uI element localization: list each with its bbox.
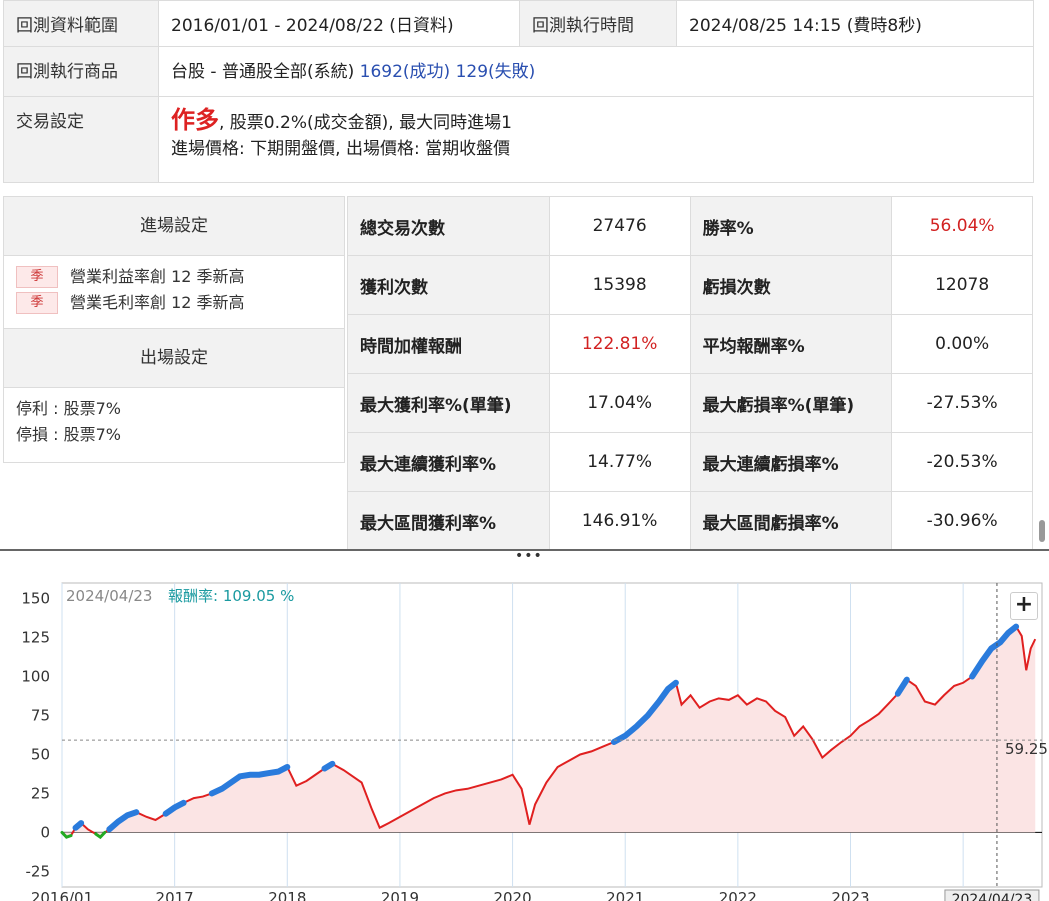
trade-settings: 作多, 股票0.2%(成交金額), 最大同時進場1 進場價格: 下期開盤價, 出… — [158, 96, 1034, 183]
stat-value: 14.77% — [548, 432, 691, 492]
stat-label: 最大區間虧損率% — [689, 491, 893, 551]
new-high-segment — [894, 676, 910, 697]
trade-prices: 進場價格: 下期開盤價, 出場價格: 當期收盤價 — [171, 139, 511, 159]
cursor-date-badge-text: 2024/04/23 — [952, 892, 1033, 901]
cursor-date-label: 2024/04/23 — [66, 587, 152, 605]
cursor-return-label: 報酬率: 109.05 % — [168, 587, 294, 605]
trade-label: 交易設定 — [3, 96, 159, 183]
product-success-count[interactable]: 1692(成功) — [359, 62, 451, 82]
stat-label: 平均報酬率% — [689, 314, 893, 374]
entry-condition-text: 營業毛利率創 12 季新高 — [70, 293, 245, 312]
x-tick-label: 2023 — [831, 889, 869, 901]
x-tick-label: 2020 — [493, 889, 531, 901]
entry-settings-title: 進場設定 — [4, 197, 344, 256]
stats-table: 總交易次數 27476 勝率% 56.04% 獲利次數 15398 虧損次數 12078 時間加… — [347, 196, 1033, 551]
stat-value: 122.81% — [548, 314, 691, 374]
panel-divider[interactable] — [0, 549, 1049, 551]
backtest-info-table: 回測資料範圍 2016/01/01 - 2024/08/22 (日資料) 回測執… — [3, 0, 1034, 183]
entry-conditions: 季 營業利益率創 12 季新高 季 營業毛利率創 12 季新高 — [4, 256, 344, 329]
exit-conditions: 停利 : 股票7% 停損 : 股票7% — [4, 388, 344, 462]
new-high-segment — [610, 679, 679, 746]
new-high-segment — [969, 623, 1020, 680]
x-tick-label: 2016/01 — [31, 889, 93, 901]
entry-condition-text: 營業利益率創 12 季新高 — [70, 267, 245, 286]
stat-value: 12078 — [891, 255, 1033, 315]
exit-settings-title: 出場設定 — [4, 329, 344, 388]
equity-area-fill — [62, 626, 1036, 838]
product-label: 回測執行商品 — [3, 46, 159, 97]
zoom-in-button[interactable]: + — [1010, 592, 1038, 620]
stat-value: 27476 — [548, 196, 691, 256]
stat-label: 最大虧損率%(單筆) — [689, 373, 893, 433]
stats-row: 最大區間獲利率% 146.91% 最大區間虧損率% -30.96% — [347, 491, 1033, 551]
y-tick-label: 100 — [21, 668, 50, 686]
y-tick-label: -25 — [26, 862, 51, 880]
stat-label: 最大區間獲利率% — [347, 491, 550, 551]
stat-label: 勝率% — [689, 196, 893, 256]
x-tick-label: 2019 — [381, 889, 419, 901]
stat-value: 17.04% — [548, 373, 691, 433]
entry-condition-row: 季 營業毛利率創 12 季新高 — [16, 290, 332, 316]
y-tick-label: 0 — [40, 823, 50, 841]
new-high-segment — [208, 763, 291, 797]
settings-panel: 進場設定 季 營業利益率創 12 季新高 季 營業毛利率創 12 季新高 出場設… — [3, 196, 345, 463]
range-label: 回測資料範圍 — [3, 0, 159, 47]
new-high-segment — [162, 799, 187, 817]
stat-label: 最大獲利率%(單筆) — [347, 373, 550, 433]
y-tick-label: 25 — [31, 784, 50, 802]
y-tick-label: 75 — [31, 707, 50, 725]
below-zero-segment — [94, 830, 107, 840]
new-high-segment — [72, 820, 85, 831]
product-value: 台股 - 普通股全部(系統) 1692(成功) 129(失敗) — [158, 46, 1034, 97]
stat-value: 56.04% — [891, 196, 1033, 256]
quarter-badge: 季 — [16, 292, 58, 314]
stat-value: -30.96% — [891, 491, 1033, 551]
stats-row: 最大連續獲利率% 14.77% 最大連續虧損率% -20.53% — [347, 432, 1033, 492]
entry-condition-row: 季 營業利益率創 12 季新高 — [16, 264, 332, 290]
stats-row: 時間加權報酬 122.81% 平均報酬率% 0.00% — [347, 314, 1033, 374]
x-tick-label: 2018 — [268, 889, 306, 901]
range-value: 2016/01/01 - 2024/08/22 (日資料) — [158, 0, 520, 47]
new-high-segment — [321, 760, 336, 772]
trade-detail: , 股票0.2%(成交金額), 最大同時進場1 — [219, 113, 512, 133]
stat-value: -20.53% — [891, 432, 1033, 492]
stat-label: 獲利次數 — [347, 255, 550, 315]
trade-direction: 作多 — [171, 106, 219, 134]
stat-label: 虧損次數 — [689, 255, 893, 315]
equity-chart-svg[interactable]: 2016/0120172018201920202021202220232024-… — [0, 565, 1049, 901]
stat-value: 146.91% — [548, 491, 691, 551]
take-profit-setting: 停利 : 股票7% — [16, 399, 121, 418]
y-tick-label: 50 — [31, 745, 50, 763]
y-tick-label: 150 — [21, 590, 50, 608]
stat-value: 0.00% — [891, 314, 1033, 374]
stat-value: 15398 — [548, 255, 691, 315]
stat-label: 最大連續獲利率% — [347, 432, 550, 492]
equity-chart[interactable]: 2016/0120172018201920202021202220232024-… — [0, 565, 1049, 901]
exec-time-label: 回測執行時間 — [519, 0, 677, 47]
stat-label: 時間加權報酬 — [347, 314, 550, 374]
x-tick-label: 2021 — [606, 889, 644, 901]
exec-time-value: 2024/08/25 14:15 (費時8秒) — [676, 0, 1034, 47]
stat-label: 總交易次數 — [347, 196, 550, 256]
stats-row: 總交易次數 27476 勝率% 56.04% — [347, 196, 1033, 256]
stop-loss-setting: 停損 : 股票7% — [16, 425, 121, 444]
resize-handle-dots[interactable]: ••• — [515, 548, 543, 564]
stat-label: 最大連續虧損率% — [689, 432, 893, 492]
product-fail-count[interactable]: 129(失敗) — [455, 62, 536, 82]
y-tick-label: 125 — [21, 629, 50, 647]
x-tick-label: 2017 — [156, 889, 194, 901]
stat-value: -27.53% — [891, 373, 1033, 433]
crosshair-value-label: 59.25 — [1005, 740, 1048, 758]
stats-row: 獲利次數 15398 虧損次數 12078 — [347, 255, 1033, 315]
scrollbar-thumb[interactable] — [1039, 520, 1045, 542]
below-zero-segment — [60, 830, 73, 839]
cursor-date-badge — [944, 889, 1040, 901]
new-high-segment — [106, 809, 140, 833]
x-tick-label: 2022 — [719, 889, 757, 901]
equity-line — [61, 625, 1037, 839]
quarter-badge: 季 — [16, 266, 58, 288]
stats-row: 最大獲利率%(單筆) 17.04% 最大虧損率%(單筆) -27.53% — [347, 373, 1033, 433]
product-name: 台股 - 普通股全部(系統) — [171, 62, 355, 82]
